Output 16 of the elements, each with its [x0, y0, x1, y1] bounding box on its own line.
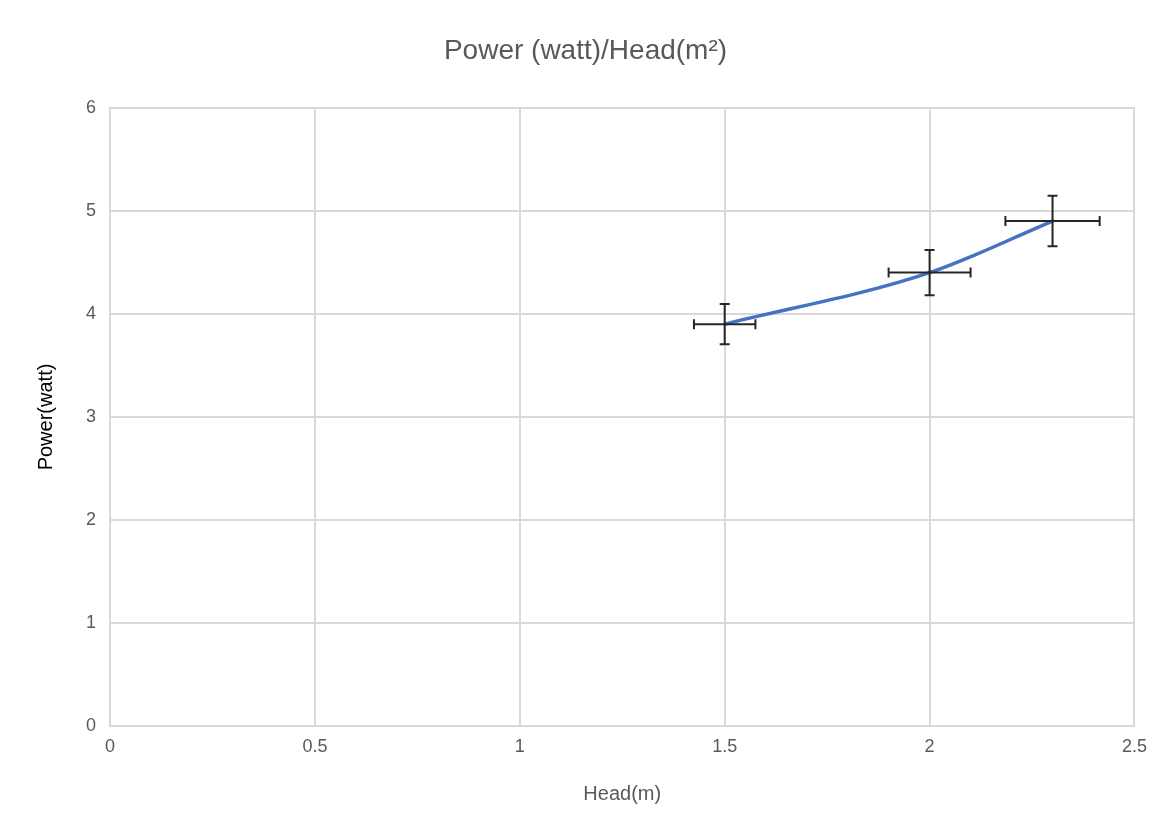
x-tick-label: 2 — [924, 736, 935, 757]
y-tick-label: 5 — [86, 199, 97, 220]
x-tick-label: 1.5 — [712, 736, 738, 757]
y-tick-label: 4 — [86, 302, 97, 323]
y-tick-label: 0 — [86, 715, 97, 736]
y-tick-label: 2 — [86, 509, 97, 530]
x-tick-label: 2.5 — [1121, 736, 1147, 757]
x-axis-title: Head(m) — [583, 781, 662, 804]
x-tick-label: 1 — [514, 736, 525, 757]
y-axis-title: Power(watt) — [33, 363, 56, 471]
y-tick-label: 3 — [86, 405, 97, 426]
x-tick-label: 0 — [105, 736, 116, 757]
y-tick-label: 1 — [86, 612, 97, 633]
chart-title: Power (watt)/Head(m²) — [443, 33, 728, 65]
y-tick-label: 6 — [86, 96, 97, 117]
x-tick-label: 0.5 — [302, 736, 328, 757]
